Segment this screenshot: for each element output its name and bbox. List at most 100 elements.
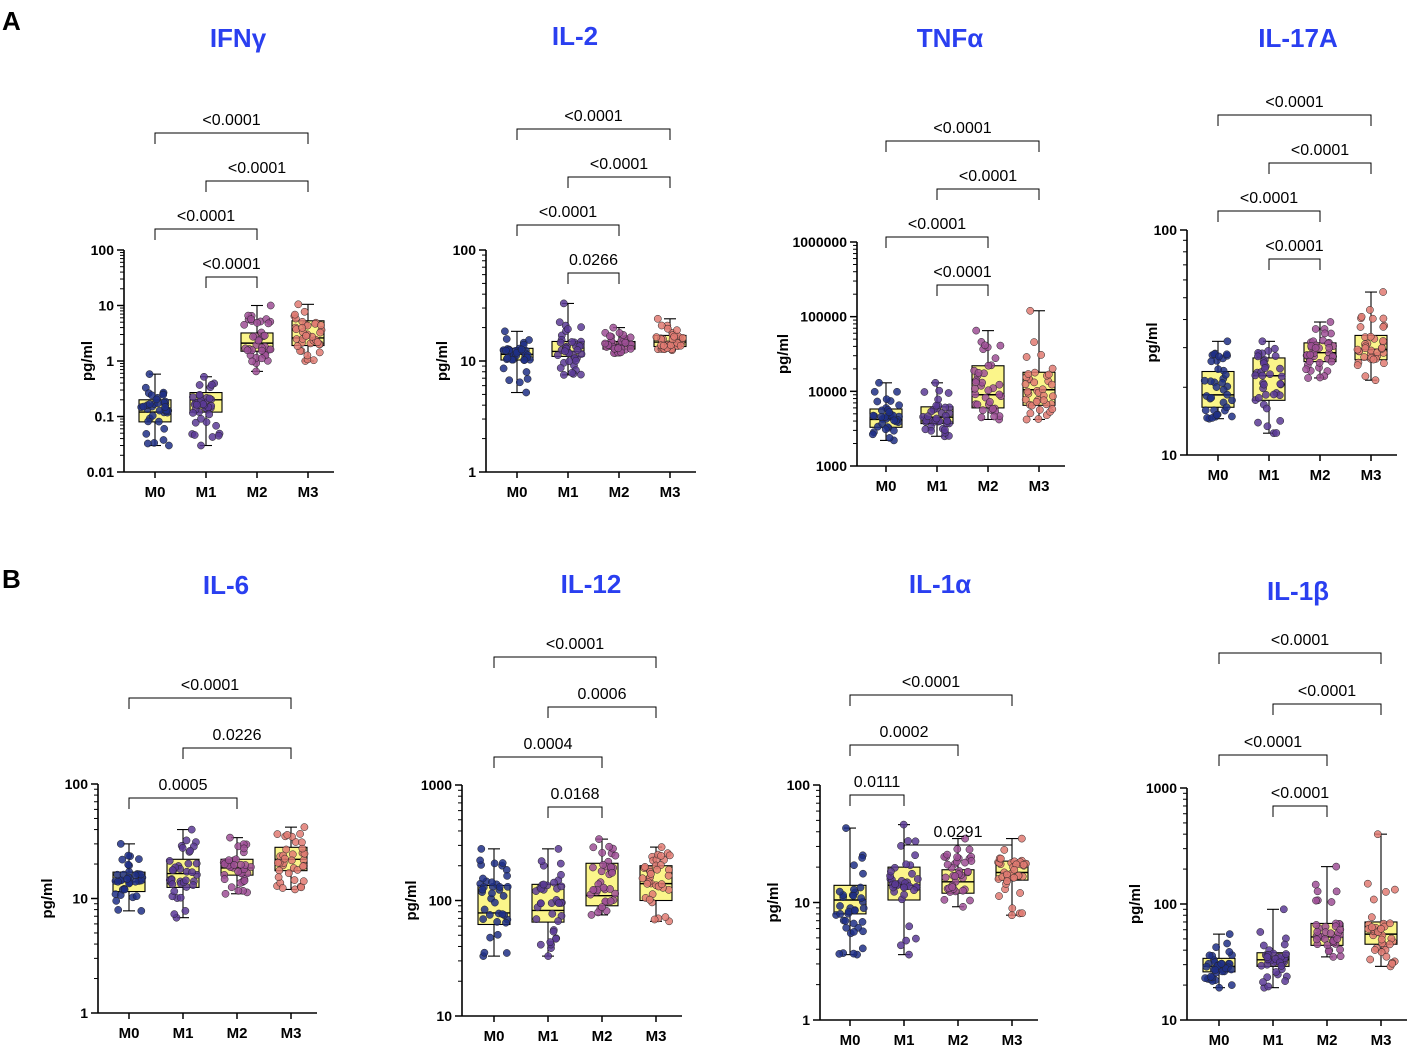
data-point [1258,337,1267,346]
p-value-label: 0.0111 [854,774,901,791]
data-point [266,301,275,310]
data-point [189,881,197,889]
data-point [476,856,484,865]
category-label: M1 [1259,467,1280,484]
data-point [189,393,197,401]
significance-bracket [547,706,657,718]
significance-bracket [205,180,309,192]
significance-bracket [154,228,258,240]
data-point [488,889,496,898]
data-point [1021,380,1030,389]
data-point [868,430,877,439]
category-label: M2 [227,1025,248,1042]
data-point [145,370,154,378]
data-point [606,885,614,893]
y-tick-label: 10 [436,1008,452,1024]
data-point [882,395,891,404]
data-point [159,390,168,399]
data-point [155,417,163,426]
data-point [317,321,325,330]
significance-bracket [493,656,657,668]
data-point [1332,862,1341,871]
data-point [160,424,169,433]
data-point [234,886,243,895]
data-point [1227,965,1236,974]
data-point [1037,351,1045,359]
data-point [1262,404,1271,413]
significance-bracket [1268,258,1321,270]
significance-bracket [885,236,989,248]
significance-bracket [128,697,292,709]
data-point [302,332,310,340]
category-label: M1 [558,484,579,501]
data-point [614,344,623,353]
category-label: M2 [1310,467,1331,484]
data-point [557,870,565,879]
data-point [197,441,205,450]
data-point [1201,406,1210,415]
data-point [143,439,152,448]
data-point [200,372,208,381]
significance-bracket [1268,162,1372,174]
y-tick-label: 1 [106,353,114,369]
data-point [1323,941,1332,950]
y-axis-label: pg/ml [1144,323,1161,363]
data-point [137,907,146,915]
data-point [131,871,140,880]
chart-8: IL-1β 10 100 1000 pg/ml M0 M1 M2 M3 <0.0001 <0.000… [1127,576,1407,1049]
data-point [240,844,248,853]
p-value-label: <0.0001 [202,256,260,273]
data-point [1228,396,1236,405]
data-point [498,859,507,867]
category-label: M0 [1209,1032,1230,1049]
y-tick-label: 100 [1154,896,1178,912]
data-point [502,335,511,343]
data-point [1368,923,1376,932]
data-point [1039,396,1048,405]
data-point [225,856,233,865]
p-value-label: <0.0001 [590,156,648,173]
data-point [1213,411,1221,419]
y-tick-label: 100 [453,242,477,258]
data-point [984,386,993,395]
chart-3: TNFα 1000 10000 100000 1000000 pg/ml M0 M1 M2 M3 <… [775,23,1065,495]
data-point [1379,314,1388,323]
charts-container: IFNγ 0.01 0.1 1 10 100 pg/ml M0 M1 M2 M3 <0.0001 <0.… [39,21,1407,1049]
data-point [836,902,844,910]
data-point [608,868,616,877]
data-point [577,323,585,331]
data-point [1382,952,1391,961]
y-axis-label: pg/ml [39,879,56,919]
data-point [595,835,603,843]
data-point [1311,880,1320,889]
data-point [935,386,944,395]
chart-7: IL-1α 1 10 100 pg/ml M0 M1 M2 M3 <0.0001 0.0002 0.0… [765,569,1038,1049]
data-point [1378,344,1386,352]
data-point [1003,870,1011,879]
data-point [910,886,918,895]
data-point [234,867,242,876]
data-point [577,370,585,379]
data-point [499,364,508,373]
data-point [502,918,510,927]
data-point [1371,376,1380,385]
p-value-label: <0.0001 [1271,632,1329,649]
data-point [205,410,214,419]
data-point [1336,925,1345,934]
data-point [1311,325,1320,333]
data-point [597,867,606,876]
data-point [621,338,630,347]
data-point [1018,909,1026,918]
y-tick-label: 1 [80,1005,88,1021]
data-point [114,877,122,886]
data-point [556,338,565,347]
data-point [282,845,291,854]
category-label: M1 [196,484,217,501]
data-point [875,378,883,387]
data-point [941,873,950,882]
data-point [537,857,546,865]
category-label: M3 [281,1025,302,1042]
chart-1: IFNγ 0.01 0.1 1 10 100 pg/ml M0 M1 M2 M3 <0.0001 <0.… [79,23,334,501]
data-point [984,361,993,370]
data-point [181,907,190,915]
